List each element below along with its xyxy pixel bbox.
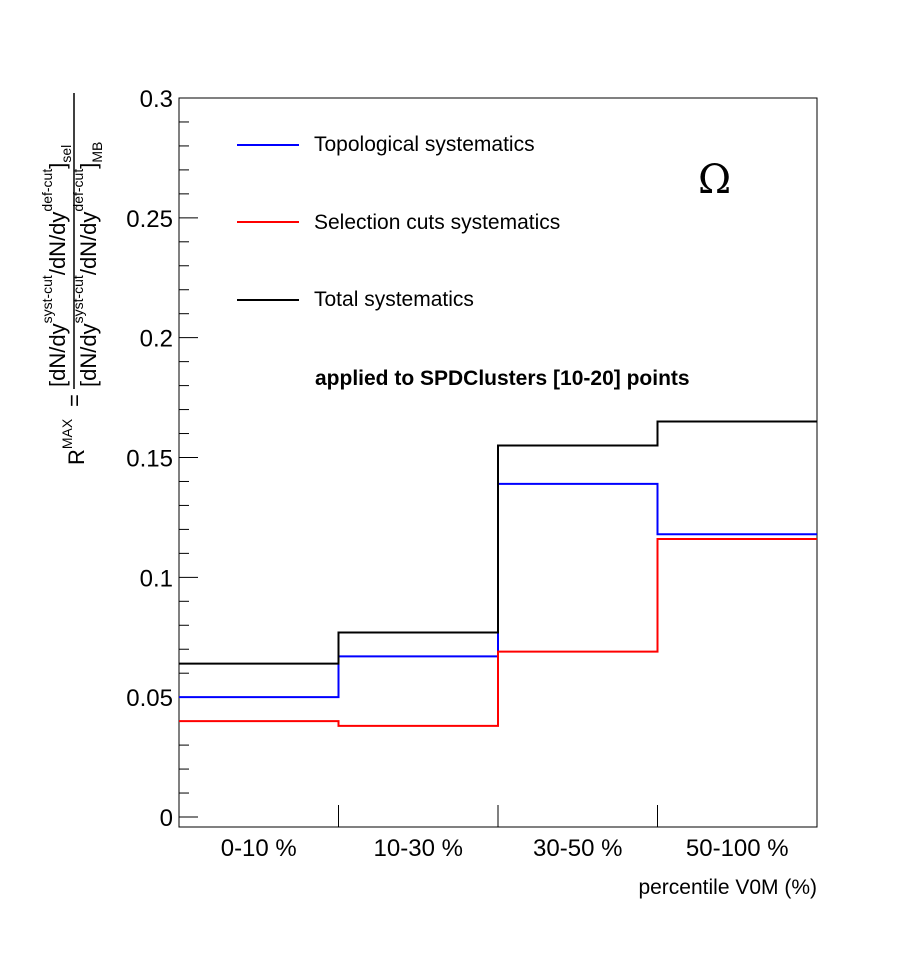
svg-text:[dN/dysyst-cut/dN/dydef-cut]se: [dN/dysyst-cut/dN/dydef-cut]sel bbox=[39, 145, 74, 387]
ylabel-den-sub: MB bbox=[89, 142, 105, 163]
annotation-note: applied to SPDClusters [10-20] points bbox=[315, 367, 690, 390]
ylabel-num-sup2: def-cut bbox=[39, 169, 55, 212]
legend-label-selection: Selection cuts systematics bbox=[314, 211, 560, 234]
legend-label-topological: Topological systematics bbox=[314, 133, 535, 156]
x-category-label: 10-30 % bbox=[374, 835, 463, 862]
x-category-label: 50-100 % bbox=[686, 835, 789, 862]
y-tick-label: 0 bbox=[160, 805, 173, 832]
ylabel-num-close: ] bbox=[45, 163, 70, 169]
ylabel-lhs: R bbox=[64, 449, 89, 465]
ylabel-lhs-sup: MAX bbox=[59, 418, 75, 449]
series-layer bbox=[179, 420, 817, 727]
series-line-2 bbox=[179, 420, 817, 665]
y-tick-label: 0.3 bbox=[140, 86, 173, 113]
legend-label-total: Total systematics bbox=[314, 288, 474, 311]
ylabel-eq: = bbox=[62, 394, 87, 407]
ylabel-den-sup1: syst-cut bbox=[70, 275, 86, 323]
y-axis: 0 0.05 0.1 0.15 0.2 0.25 0.3 bbox=[126, 86, 198, 832]
ylabel-den-sup2: def-cut bbox=[70, 169, 86, 212]
series-line-1 bbox=[179, 537, 817, 727]
ylabel-den-close: ] bbox=[76, 163, 101, 169]
y-axis-title: RMAX = [dN/dysyst-cut/dN/dydef-cut]sel [… bbox=[39, 93, 105, 465]
ylabel-den-main: [dN/dy bbox=[76, 323, 101, 387]
x-category-label: 0-10 % bbox=[221, 835, 297, 862]
y-tick-label: 0.15 bbox=[126, 446, 173, 473]
legend: Topological systematics Selection cuts s… bbox=[237, 133, 560, 311]
particle-symbol: Ω bbox=[698, 157, 731, 203]
ylabel-num-sup1: syst-cut bbox=[39, 275, 55, 323]
svg-text:RMAX: RMAX bbox=[59, 418, 89, 465]
ylabel-num-sub: sel bbox=[58, 145, 74, 163]
y-tick-label: 0.2 bbox=[140, 326, 173, 353]
ylabel-num-mid: /dN/dy bbox=[45, 212, 70, 276]
ylabel-num-main: [dN/dy bbox=[45, 323, 70, 387]
y-tick-label: 0.1 bbox=[140, 565, 173, 592]
x-axis-title: percentile V0M (%) bbox=[638, 876, 817, 899]
x-axis: 0-10 % 10-30 % 30-50 % 50-100 % bbox=[221, 805, 789, 862]
x-category-label: 30-50 % bbox=[533, 835, 622, 862]
svg-text:[dN/dysyst-cut/dN/dydef-cut]MB: [dN/dysyst-cut/dN/dydef-cut]MB bbox=[70, 142, 105, 387]
ylabel-den-mid: /dN/dy bbox=[76, 212, 101, 276]
y-tick-label: 0.25 bbox=[126, 206, 173, 233]
y-tick-label: 0.05 bbox=[126, 685, 173, 712]
